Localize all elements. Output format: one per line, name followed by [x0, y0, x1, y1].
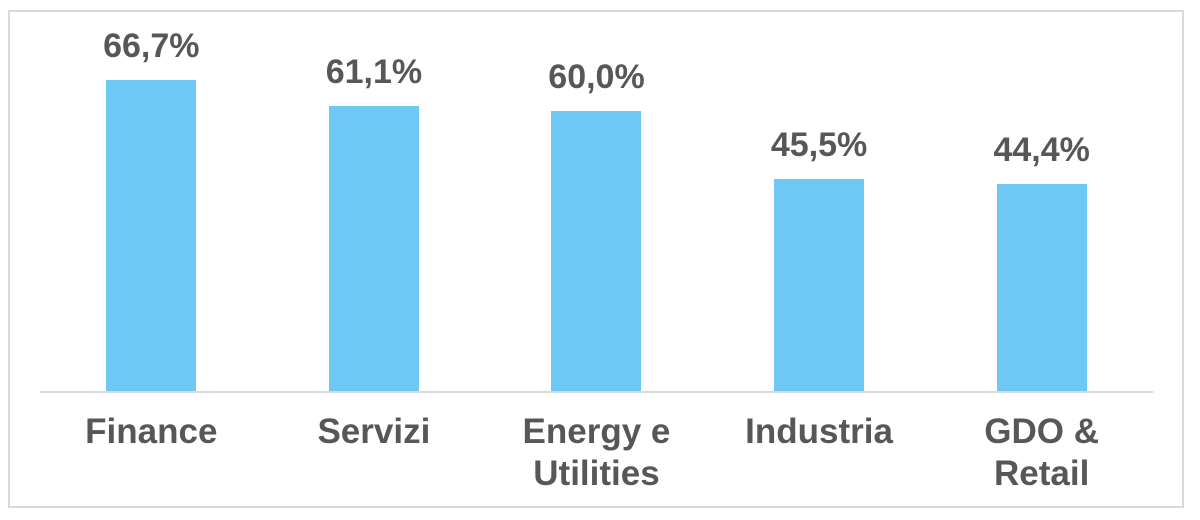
category-label-servizi: Servizi	[317, 412, 431, 451]
bar-value-label: 60,0%	[548, 58, 645, 96]
category-label-energy-e-utilities: Energy e Utilities	[522, 412, 671, 493]
category-label-gdo-retail: GDO & Retail	[984, 412, 1100, 493]
bar-industria[interactable]	[774, 179, 865, 391]
chart-frame: 66,7% 61,1% 60,0% 45,5% 44,4% Finance Servizi…	[8, 10, 1184, 508]
category-label-industria: Industria	[745, 412, 893, 451]
plot-area: 66,7% 61,1% 60,0% 45,5% 44,4% Finance Servizi…	[40, 12, 1153, 506]
bar-group-industria: 45,5%	[708, 12, 931, 391]
bar-gdo-retail[interactable]	[996, 184, 1087, 391]
bar-group-gdo-retail: 44,4%	[930, 12, 1153, 391]
bar-group-servizi: 61,1%	[263, 12, 486, 391]
bars-row: 66,7% 61,1% 60,0% 45,5% 44,4%	[40, 12, 1153, 391]
category-label-finance: Finance	[85, 412, 218, 451]
bar-value-label: 45,5%	[770, 126, 868, 164]
bar-energy-e-utilities[interactable]	[551, 111, 642, 391]
bar-group-energy-e-utilities: 60,0%	[485, 12, 708, 391]
bar-group-finance: 66,7%	[40, 12, 263, 391]
bar-finance[interactable]	[106, 80, 197, 391]
bar-value-label: 61,1%	[325, 53, 423, 91]
category-labels-row: Finance Servizi Energy e Utilities Industri…	[40, 411, 1153, 495]
bar-value-label: 44,4%	[993, 131, 1090, 169]
bar-value-label: 66,7%	[103, 27, 200, 65]
bar-servizi[interactable]	[328, 106, 419, 391]
x-axis-line	[40, 391, 1153, 393]
